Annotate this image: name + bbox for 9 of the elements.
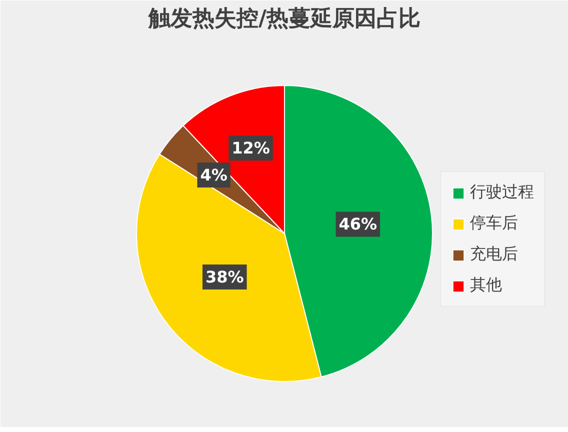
legend-label: 停车后 [470,213,518,234]
data-label: 38% [205,267,244,286]
data-label: 46% [338,214,378,234]
legend-label: 其他 [470,275,502,296]
data-label: 4% [200,166,228,185]
legend-label: 充电后 [470,244,518,265]
data-label: 12% [232,138,270,158]
legend-label: 行驶过程 [470,182,534,203]
chart-title: 触发热失控/热蔓延原因占比 [147,6,421,32]
